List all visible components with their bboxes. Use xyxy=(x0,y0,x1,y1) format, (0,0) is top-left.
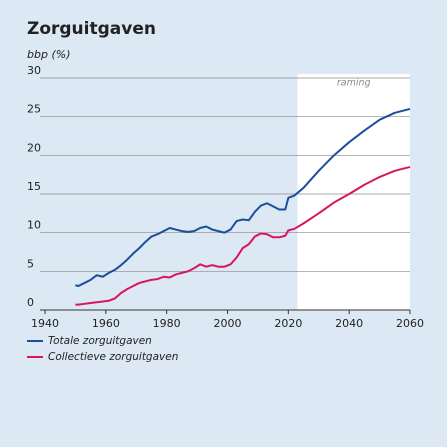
data-line xyxy=(75,165,411,306)
chart-title: Zorguitgaven xyxy=(27,19,156,39)
x-tick-label: 2000 xyxy=(214,317,242,330)
x-tick-label: 1980 xyxy=(153,317,181,330)
legend-label: Totale zorguitgaven xyxy=(48,335,152,347)
x-tick-label: 2020 xyxy=(274,317,302,330)
y-tick-label: 30 xyxy=(27,64,41,77)
x-tick-label: 1960 xyxy=(92,317,120,330)
y-axis-label: bbp (%) xyxy=(27,48,70,61)
x-tick-label: 2060 xyxy=(396,317,424,330)
y-tick-label: 0 xyxy=(27,296,34,309)
x-tick-label: 1940 xyxy=(31,317,59,330)
y-tick-label: 25 xyxy=(27,103,41,116)
forecast-label: raming xyxy=(337,78,371,89)
y-tick-label: 5 xyxy=(27,257,34,270)
legend-label: Collectieve zorguitgaven xyxy=(48,351,178,363)
y-tick-label: 10 xyxy=(27,219,41,232)
y-tick-label: 20 xyxy=(27,141,41,154)
y-tick-label: 15 xyxy=(27,180,41,193)
data-line xyxy=(75,107,411,288)
x-tick-label: 2040 xyxy=(335,317,363,330)
